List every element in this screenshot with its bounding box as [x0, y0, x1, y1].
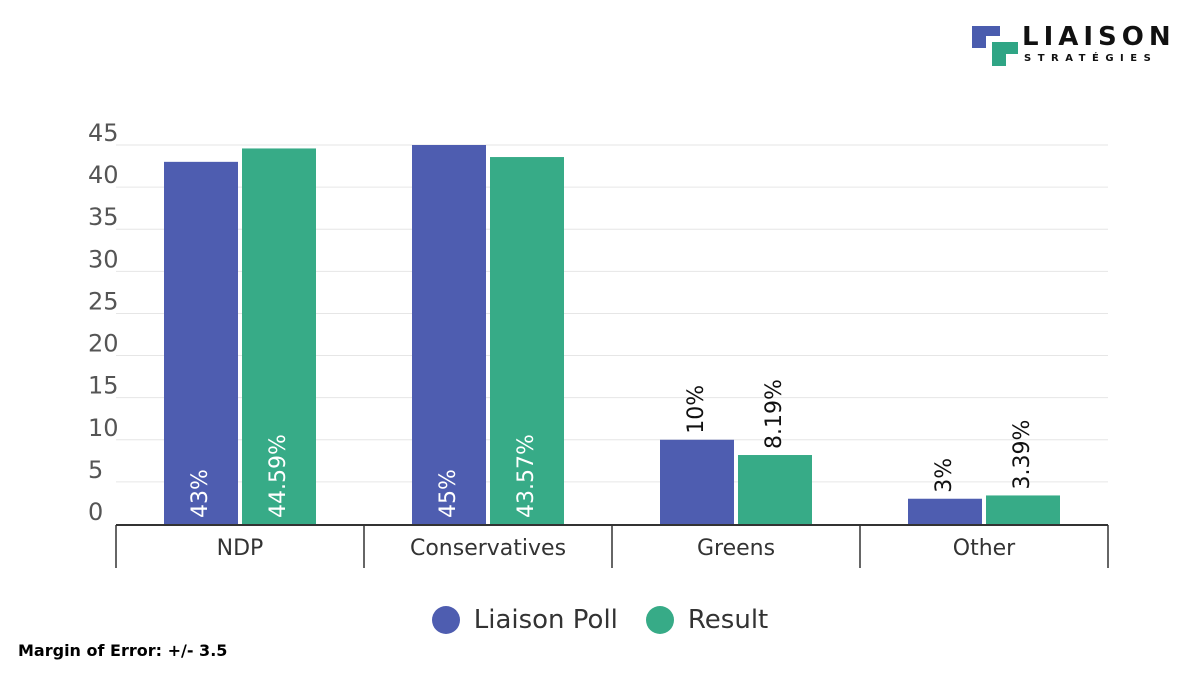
label-conservatives-result: 43.57% [514, 434, 539, 518]
liaison-logo-icon [972, 26, 1018, 66]
data-labels: 43% 44.59% 45% 43.57% 10% 8.19% 3% 3.39% [188, 379, 1035, 518]
label-ndp-result: 44.59% [266, 434, 291, 518]
legend-item-poll[interactable]: Liaison Poll [431, 605, 618, 635]
bar-ndp-poll [164, 161, 238, 524]
y-axis-ticks: 0 5 10 15 20 25 30 35 40 45 [88, 119, 119, 526]
y-tick-0: 0 [88, 498, 103, 526]
brand-name: LIAISON [1022, 22, 1176, 52]
legend: Liaison Poll Result [0, 600, 1200, 640]
y-tick-5: 5 [88, 456, 103, 484]
y-tick-40: 40 [88, 161, 119, 189]
bar-greens-result [738, 455, 812, 524]
label-other-result: 3.39% [1010, 420, 1035, 490]
bar-greens-poll [660, 439, 734, 524]
label-greens-poll: 10% [684, 385, 709, 434]
bar-conservatives-result [490, 157, 564, 525]
label-ndp-poll: 43% [188, 469, 213, 518]
y-tick-35: 35 [88, 203, 119, 231]
label-conservatives-poll: 45% [436, 469, 461, 518]
x-axis [115, 524, 1109, 568]
x-axis-ticks: NDP Conservatives Greens Other [217, 536, 1017, 561]
bar-other-result [986, 495, 1060, 524]
bar-ndp-result [242, 148, 316, 524]
y-tick-20: 20 [88, 330, 119, 358]
x-tick-ndp: NDP [217, 536, 264, 561]
x-tick-conservatives: Conservatives [410, 536, 566, 561]
legend-dot-poll [431, 606, 460, 634]
bar-other-poll [908, 498, 982, 524]
y-tick-25: 25 [88, 287, 119, 315]
bar-chart: 0 5 10 15 20 25 30 35 40 45 43% 44.59% 45% 43.57% 10%… [88, 119, 1109, 568]
legend-item-result[interactable]: Result [645, 605, 769, 635]
y-tick-30: 30 [88, 245, 119, 273]
bars [164, 145, 1060, 525]
brand-subtitle: STRATÉGIES [1024, 53, 1158, 64]
legend-label-result: Result [687, 605, 769, 635]
x-tick-greens: Greens [697, 536, 775, 561]
x-tick-other: Other [953, 536, 1016, 561]
legend-label-poll: Liaison Poll [473, 605, 618, 635]
y-tick-15: 15 [88, 372, 119, 400]
y-tick-10: 10 [88, 414, 119, 442]
y-tick-45: 45 [88, 119, 119, 147]
bar-conservatives-poll [412, 145, 486, 524]
legend-dot-result [645, 606, 674, 634]
label-greens-result: 8.19% [762, 379, 787, 449]
margin-of-error: Margin of Error: +/- 3.5 [18, 641, 228, 660]
label-other-poll: 3% [932, 458, 957, 493]
